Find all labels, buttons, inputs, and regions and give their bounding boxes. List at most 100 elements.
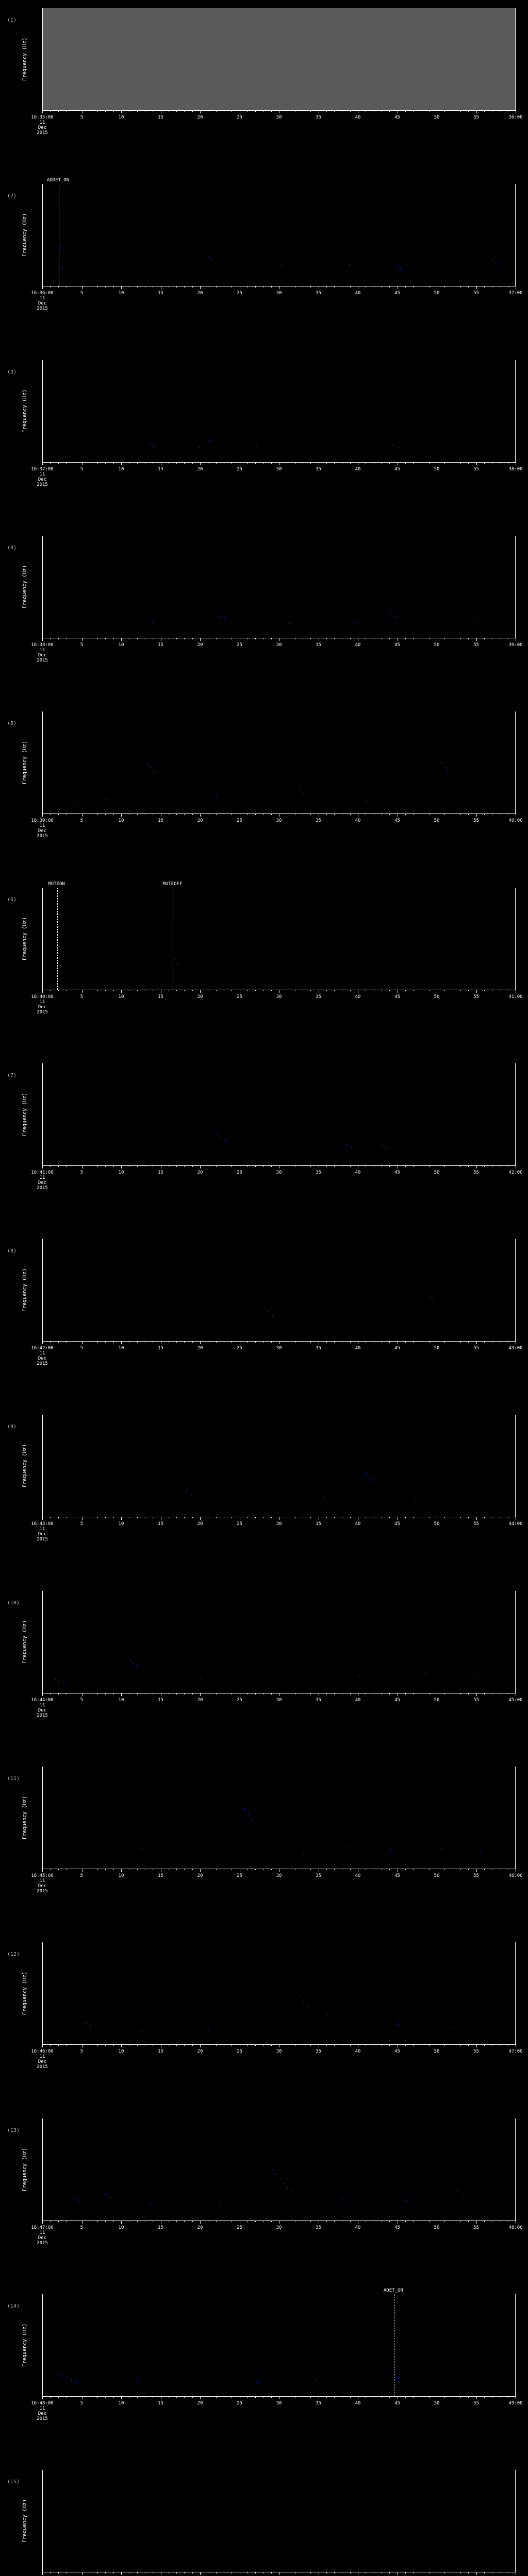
x-tick-mark — [42, 2221, 43, 2224]
x-tick-label: 5 — [80, 467, 84, 472]
x-tick-label: 40 — [355, 2401, 361, 2406]
plot-area: 02004006008001000 — [42, 8, 516, 110]
x-minor-tick — [413, 1693, 414, 1694]
date-line: 2015 — [37, 1185, 48, 1191]
y-minor-tick-right — [515, 411, 516, 412]
x-minor-tick — [428, 1693, 430, 1694]
x-minor-tick — [97, 1869, 98, 1870]
data-point — [211, 258, 213, 260]
x-minor-tick — [105, 286, 106, 287]
date-line: 11 — [39, 2406, 45, 2411]
y-axis-title: Frequency (Hz) — [22, 740, 28, 785]
x-tick-label: 40 — [355, 1521, 361, 1527]
start-time-label: 16:40:00 — [31, 994, 54, 999]
x-tick-mark — [200, 2396, 201, 2399]
y-minor-tick-right — [515, 2500, 516, 2501]
data-point — [149, 2204, 151, 2206]
y-minor-tick — [42, 194, 43, 195]
x-tick-label: 10 — [118, 1346, 124, 1351]
y-minor-tick — [42, 1135, 43, 1136]
date-line: 2015 — [37, 1713, 48, 1718]
plot-area: 02004006008001000 — [42, 2470, 516, 2572]
x-minor-tick — [326, 990, 327, 991]
data-point — [137, 2380, 139, 2382]
start-time-label: 16:43:00 — [31, 1521, 54, 1527]
data-point — [74, 801, 76, 803]
y-tick-mark-right — [515, 949, 516, 950]
x-minor-tick — [428, 286, 430, 287]
x-axis-start-datetime: 16:41:00 11 Dec 2015 — [31, 1170, 53, 1191]
x-minor-tick — [350, 1341, 351, 1343]
date-line: 11 — [39, 296, 45, 301]
x-minor-tick — [310, 1517, 311, 1518]
x-tick-mark — [42, 2572, 43, 2575]
data-point — [210, 440, 211, 442]
x-minor-tick — [326, 1869, 327, 1870]
data-point — [133, 1662, 134, 1664]
x-minor-tick — [350, 1517, 351, 1518]
data-point — [400, 268, 402, 269]
x-tick-label: 40 — [355, 1873, 361, 1878]
x-tick-label: 50 — [434, 115, 440, 120]
x-minor-tick — [389, 110, 390, 112]
x-tick-label: 20 — [197, 2401, 203, 2406]
x-axis — [42, 2396, 516, 2399]
x-minor-tick — [310, 462, 311, 464]
x-axis-start-datetime: 16:40:00 11 Dec 2015 — [31, 994, 53, 1015]
data-point — [186, 1491, 188, 1493]
x-minor-tick — [255, 286, 256, 287]
x-minor-tick — [113, 814, 114, 815]
x-minor-tick — [58, 2572, 59, 2573]
x-minor-tick — [405, 1693, 406, 1694]
x-minor-tick — [468, 990, 469, 991]
data-point — [346, 1847, 348, 1849]
x-tick-mark — [121, 462, 122, 465]
x-minor-tick — [113, 2396, 114, 2398]
y-tick-mark — [42, 421, 43, 422]
y-tick-mark — [42, 1496, 43, 1497]
data-point — [289, 623, 290, 624]
y-minor-tick-right — [515, 566, 516, 567]
x-minor-tick — [271, 990, 272, 991]
x-tick-label: 50 — [434, 994, 440, 999]
x-minor-tick — [460, 2572, 461, 2573]
x-minor-tick — [255, 990, 256, 991]
x-minor-tick — [326, 2396, 327, 2398]
y-tick-mark-right — [515, 1496, 516, 1497]
x-minor-tick — [326, 286, 327, 287]
date-line: 2015 — [37, 2064, 48, 2070]
y-minor-tick — [42, 1621, 43, 1622]
y-axis-title: Frequency (Hz) — [22, 1971, 28, 2015]
x-tick-mark — [121, 2044, 122, 2047]
x-minor-tick — [192, 638, 193, 639]
x-minor-tick — [428, 1517, 430, 1518]
x-minor-tick — [389, 1869, 390, 1870]
data-point — [326, 2013, 328, 2015]
x-tick-label: 25 — [237, 818, 242, 823]
panel-index-label: (6) — [7, 897, 17, 903]
x-minor-tick — [255, 2044, 256, 2046]
data-point — [62, 959, 64, 960]
x-minor-tick — [58, 286, 59, 287]
x-tick-label: 45 — [394, 1873, 400, 1878]
data-point — [441, 1848, 442, 1850]
y-minor-tick — [42, 1506, 43, 1507]
start-time-label: 16:44:00 — [31, 1698, 54, 1703]
x-tick-label: 5 — [80, 994, 84, 999]
x-tick-label: 40 — [355, 2225, 361, 2230]
y-minor-tick — [42, 2210, 43, 2211]
x-tick-label: 10 — [118, 2049, 124, 2054]
x-axis — [42, 462, 516, 465]
y-tick-mark-right — [515, 1807, 516, 1808]
x-minor-tick — [334, 638, 335, 639]
data-point — [248, 1814, 249, 1815]
data-point — [152, 622, 153, 624]
x-minor-tick — [137, 990, 138, 991]
x-minor-tick — [405, 1517, 406, 1518]
x-minor-tick — [105, 2572, 106, 2573]
x-minor-tick — [97, 110, 98, 112]
x-minor-tick — [326, 2221, 327, 2222]
x-minor-tick — [184, 638, 185, 639]
x-minor-tick — [216, 2044, 217, 2046]
y-minor-tick-right — [515, 1269, 516, 1270]
